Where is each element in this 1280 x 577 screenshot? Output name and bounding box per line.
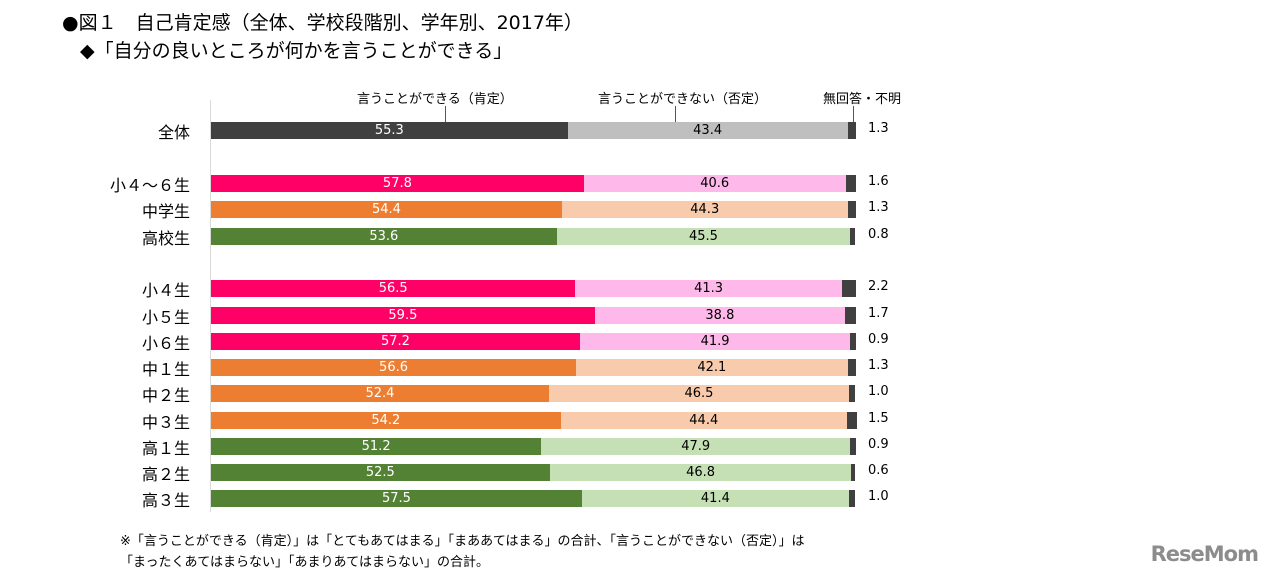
bar-positive: 56.6 <box>211 359 577 376</box>
footnote-line-1: ※「言うことができる（肯定）」は「とてもあてはまる」「まああてはまる」の合計、「… <box>120 534 805 549</box>
noanswer-value-label: 1.3 <box>868 200 889 215</box>
category-label: 中３生 <box>141 413 190 432</box>
category-label: 高２生 <box>141 465 190 484</box>
bar-noanswer <box>851 464 856 481</box>
legend-leader-noanswer <box>853 106 854 122</box>
bar-positive: 52.5 <box>211 464 550 481</box>
bar-noanswer <box>850 228 856 245</box>
bar-positive: 57.5 <box>211 490 582 507</box>
footnote-line-2: 「まったくあてはまらない」「あまりあてはまらない」の合計。 <box>120 555 489 570</box>
bar-negative: 38.8 <box>594 307 846 324</box>
bar-positive: 55.3 <box>211 122 568 139</box>
noanswer-value-label: 1.3 <box>868 121 889 136</box>
bar-noanswer <box>847 201 856 218</box>
bar-negative: 42.1 <box>576 359 848 376</box>
noanswer-value-label: 1.6 <box>868 174 889 189</box>
bar-negative: 46.8 <box>549 464 852 481</box>
bar-noanswer <box>845 175 856 192</box>
legend-positive: 言うことができる（肯定） <box>357 92 513 107</box>
bar-noanswer <box>847 122 856 139</box>
bar-positive: 53.6 <box>211 228 557 245</box>
category-label: 中１生 <box>141 360 190 379</box>
bar-negative: 41.9 <box>579 333 851 350</box>
noanswer-value-label: 1.0 <box>868 384 889 399</box>
bar-negative: 41.3 <box>575 280 842 297</box>
bar-noanswer <box>846 412 857 429</box>
category-label: 小４生 <box>141 281 190 300</box>
bar-noanswer <box>850 438 856 455</box>
noanswer-value-label: 1.3 <box>868 358 889 373</box>
bar-noanswer <box>845 307 856 324</box>
category-label: 小４～６生 <box>109 176 190 195</box>
category-label: 中２生 <box>141 386 190 405</box>
category-label: 小６生 <box>141 334 190 353</box>
bar-positive: 54.2 <box>211 412 561 429</box>
bar-positive: 57.8 <box>211 175 584 192</box>
noanswer-value-label: 0.6 <box>868 463 889 478</box>
noanswer-value-label: 2.2 <box>868 279 889 294</box>
bar-noanswer <box>848 490 856 507</box>
bar-positive: 56.5 <box>211 280 576 297</box>
chart-subtitle: ◆「自分の良いところが何かを言うことができる」 <box>80 40 513 62</box>
bar-negative: 47.9 <box>541 438 851 455</box>
category-label: 中学生 <box>141 202 190 221</box>
category-axis <box>210 100 211 512</box>
bar-negative: 46.5 <box>548 385 849 402</box>
bar-noanswer <box>850 333 856 350</box>
category-label: 高３生 <box>141 491 190 510</box>
bar-noanswer <box>847 359 856 376</box>
noanswer-value-label: 0.9 <box>868 332 889 347</box>
noanswer-value-label: 0.8 <box>868 227 889 242</box>
bar-negative: 45.5 <box>556 228 851 245</box>
noanswer-value-label: 1.5 <box>868 411 889 426</box>
bar-negative: 43.4 <box>567 122 848 139</box>
chart-title: ●図１ 自己肯定感（全体、学校段階別、学年別、2017年） <box>62 12 583 34</box>
bar-noanswer <box>841 280 856 297</box>
category-label: 高校生 <box>141 229 190 248</box>
noanswer-value-label: 1.7 <box>868 306 889 321</box>
noanswer-value-label: 1.0 <box>868 489 889 504</box>
legend-noanswer: 無回答・不明 <box>823 92 902 107</box>
bar-positive: 59.5 <box>211 307 595 324</box>
bar-positive: 51.2 <box>211 438 542 455</box>
bar-positive: 57.2 <box>211 333 580 350</box>
bar-negative: 40.6 <box>583 175 846 192</box>
bar-noanswer <box>848 385 856 402</box>
category-label: 小５生 <box>141 308 190 327</box>
bar-positive: 54.4 <box>211 201 562 218</box>
bar-negative: 41.4 <box>581 490 849 507</box>
legend-leader-positive <box>445 106 446 122</box>
legend-negative: 言うことができない（否定） <box>598 92 768 107</box>
bar-negative: 44.4 <box>560 412 847 429</box>
noanswer-value-label: 0.9 <box>868 437 889 452</box>
bar-positive: 52.4 <box>211 385 549 402</box>
bar-negative: 44.3 <box>561 201 848 218</box>
resemom-logo: ReseMom <box>1150 542 1259 566</box>
legend-leader-negative <box>675 106 676 122</box>
category-label: 高１生 <box>141 439 190 458</box>
category-label: 全体 <box>157 123 190 142</box>
